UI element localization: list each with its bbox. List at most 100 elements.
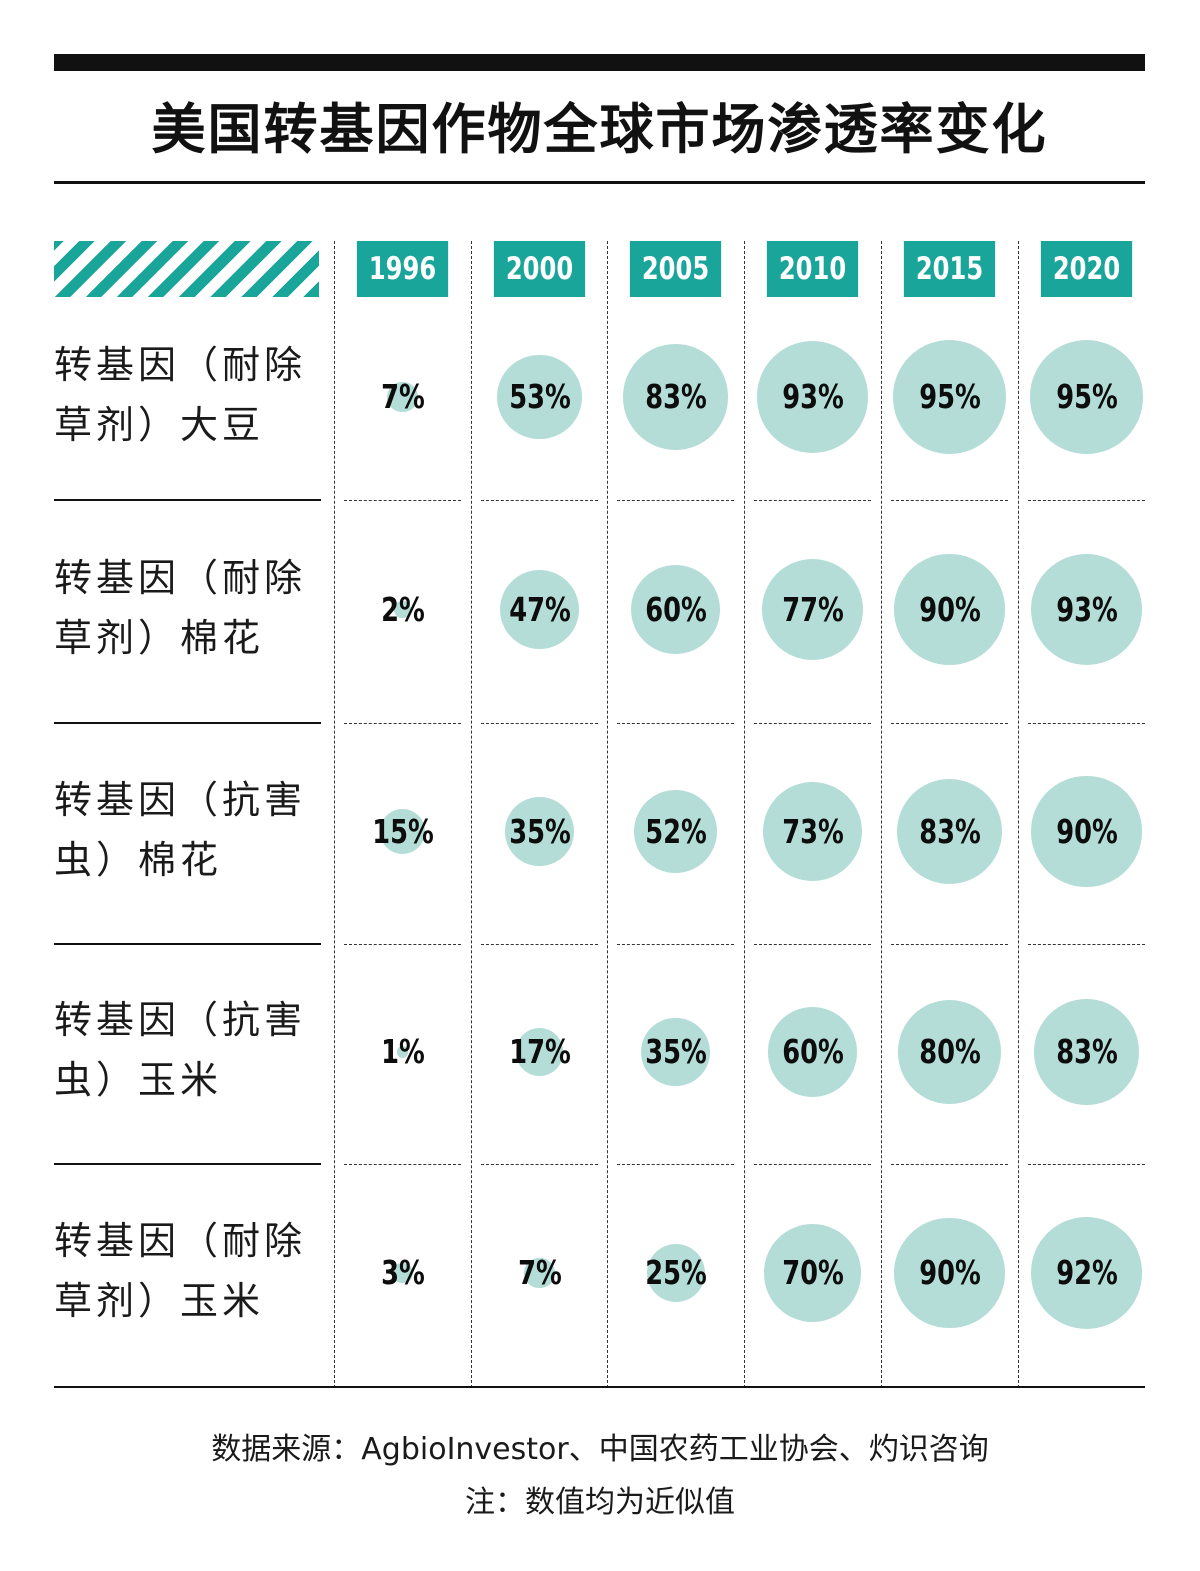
value-label-2-2: 52% [644,811,707,851]
value-bubble-3-0 [396,1046,409,1058]
value-bubble-4-3 [763,1224,862,1322]
row-divider-3 [54,1163,321,1165]
value-bubble-3-3 [767,1007,858,1097]
year-header-2010: 2010 [766,241,859,297]
value-label-1-1: 47% [508,589,571,629]
value-bubble-2-0 [380,809,425,854]
value-label-3-2: 35% [644,1032,707,1071]
row-divider-2 [54,943,321,945]
column-divider-0 [334,241,335,1388]
value-bubble-0-0 [387,381,418,413]
row-divider-dashed-1-1 [481,723,598,724]
column-divider-5 [1018,241,1019,1388]
value-label-0-0: 7% [380,377,425,416]
value-label-2-5: 90% [1055,811,1118,851]
value-label-4-0: 3% [380,1253,425,1292]
row-label-line2: 草剂）棉花 [54,615,265,660]
row-divider-dashed-2-2 [617,944,734,945]
row-divider-dashed-3-4 [891,1164,1008,1165]
value-bubble-4-0 [392,1262,413,1284]
row-label-line1: 转基因（抗害 [54,998,307,1042]
column-divider-3 [744,241,745,1388]
row-divider-dashed-1-2 [617,723,734,724]
row-divider-dashed-3-3 [754,1164,871,1165]
year-header-2015: 2015 [903,241,996,297]
value-label-3-4: 80% [918,1032,981,1071]
row-divider-dashed-2-3 [754,944,871,945]
value-label-4-2: 25% [644,1253,707,1292]
row-divider-dashed-1-4 [891,723,1008,724]
year-header-2005: 2005 [629,241,722,297]
row-divider-dashed-3-5 [1028,1164,1145,1165]
row-divider-dashed-1-5 [1028,723,1145,724]
value-label-1-2: 60% [644,589,707,629]
value-bubble-2-5 [1031,776,1142,887]
value-bubble-4-4 [894,1217,1005,1329]
value-label-0-2: 83% [644,377,707,416]
row-divider-dashed-1-0 [344,723,461,724]
value-label-2-4: 83% [918,811,981,851]
column-divider-4 [881,241,882,1388]
value-bubble-1-5 [1030,553,1143,666]
value-label-1-5: 93% [1055,589,1118,629]
value-label-3-1: 17% [508,1032,571,1071]
value-label-4-5: 92% [1055,1253,1118,1292]
value-label-1-4: 90% [918,589,981,629]
value-label-0-3: 93% [781,377,844,416]
row-divider-1 [54,722,321,724]
row-label-4: 转基因（耐除 草剂）玉米 [54,1211,314,1331]
column-divider-2 [607,241,608,1388]
row-divider-dashed-2-5 [1028,944,1145,945]
value-bubble-1-0 [394,601,411,618]
value-label-4-3: 70% [781,1253,844,1292]
value-bubble-4-5 [1030,1217,1143,1329]
row-divider-dashed-2-1 [481,944,598,945]
row-divider-dashed-0-1 [481,500,598,501]
value-bubble-2-3 [762,781,863,882]
value-bubble-3-2 [641,1017,710,1087]
value-bubble-1-4 [894,554,1005,665]
row-divider-dashed-2-0 [344,944,461,945]
value-label-3-3: 60% [781,1032,844,1071]
value-bubble-2-4 [896,778,1003,885]
row-label-line1: 转基因（抗害 [54,777,307,822]
value-label-0-4: 95% [918,377,981,416]
row-divider-dashed-3-2 [617,1164,734,1165]
value-bubble-3-5 [1033,999,1140,1105]
row-label-line2: 草剂）大豆 [54,403,265,447]
value-label-0-5: 95% [1055,377,1118,416]
value-bubble-2-1 [505,797,574,866]
value-bubble-1-3 [761,558,864,661]
hatch-decoration [54,241,319,297]
value-bubble-0-5 [1029,340,1144,454]
row-divider-dashed-3-0 [344,1164,461,1165]
row-label-line1: 转基因（耐除 [54,1219,307,1263]
row-divider-dashed-0-2 [617,500,734,501]
year-header-2000: 2000 [493,241,586,297]
note-text: 注：数值均为近似值 [465,1485,735,1520]
row-divider-0 [54,499,321,501]
row-label-line2: 虫）棉花 [54,837,223,882]
year-header-1996: 1996 [356,241,449,297]
row-divider-dashed-3-1 [481,1164,598,1165]
chart-title: 美国转基因作物全球市场渗透率变化 [151,98,1048,161]
row-divider-dashed-2-4 [891,944,1008,945]
value-bubble-0-4 [892,340,1007,454]
row-divider-dashed-1-3 [754,723,871,724]
value-bubble-0-3 [756,341,869,453]
value-bubble-2-2 [633,789,718,874]
row-label-2: 转基因（抗害 虫）棉花 [54,770,314,890]
row-divider-dashed-0-4 [891,500,1008,501]
row-divider-dashed-0-0 [344,500,461,501]
value-label-2-0: 15% [371,811,434,851]
value-bubble-4-2 [646,1244,705,1302]
row-label-line1: 转基因（耐除 [54,555,307,600]
value-bubble-4-1 [524,1257,555,1289]
row-label-3: 转基因（抗害 虫）玉米 [54,990,314,1110]
value-bubble-3-4 [897,1000,1002,1104]
row-label-0: 转基因（耐除 草剂）大豆 [54,335,314,455]
value-bubble-1-2 [630,564,721,655]
column-divider-1 [471,241,472,1388]
title-rule [54,181,1145,184]
value-label-2-1: 35% [508,811,571,851]
